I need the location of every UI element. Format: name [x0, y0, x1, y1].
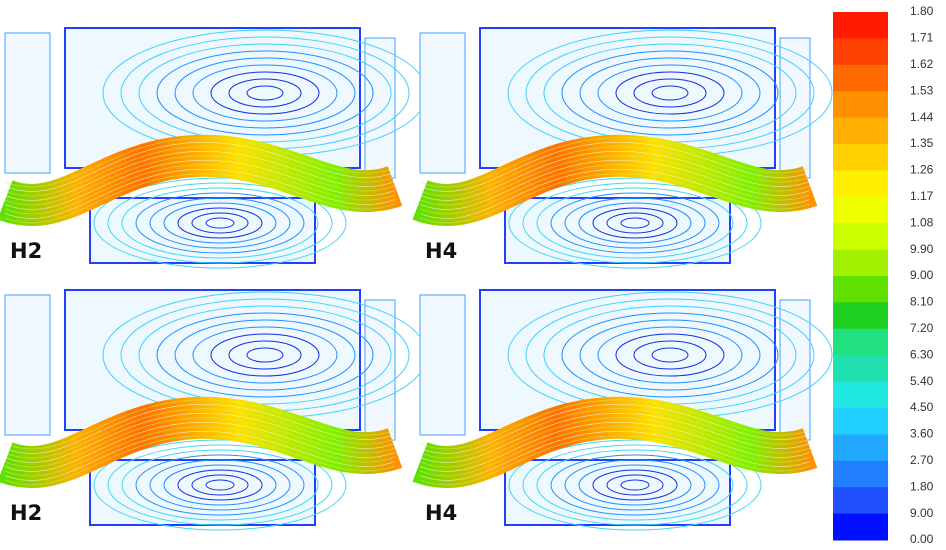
colorbar-label: 1.35	[910, 136, 934, 150]
colorbar-segment	[833, 12, 888, 39]
colorbar-label: 1.62	[910, 57, 934, 71]
colorbar-label: 1.26	[910, 163, 934, 177]
colorbar-label: 7.20	[910, 321, 934, 335]
colorbar-segment	[833, 408, 888, 435]
colorbar-label: 0.00	[910, 532, 934, 546]
figure: H2 H4 H2 H4 1.80 1.71 1.62 1.53 1.44 1.35 1.26 1.17…	[0, 0, 946, 550]
streamline-panel: H2	[5, 290, 427, 530]
colorbar-label: 9.90	[910, 242, 934, 256]
colorbar-segment	[833, 144, 888, 171]
colorbar-label: 9.00	[910, 506, 934, 520]
colorbar-segment	[833, 91, 888, 118]
side-cell	[5, 295, 50, 435]
colorbar-segment	[833, 382, 888, 409]
colorbar-label: 4.50	[910, 400, 934, 414]
colorbar-segment	[833, 276, 888, 303]
side-cell	[420, 33, 465, 173]
streamline-panel: H4	[420, 290, 832, 530]
panel-label: H2	[10, 501, 42, 525]
colorbar-segment	[833, 487, 888, 514]
colorbar-label: 5.40	[910, 374, 934, 388]
colorbar-segment	[833, 434, 888, 461]
streamline-panel: H4	[420, 28, 832, 268]
colorbar-segment	[833, 355, 888, 382]
side-cell	[420, 295, 465, 435]
streamline-panel: H2	[5, 28, 427, 268]
colorbar-label: 8.10	[910, 295, 934, 309]
colorbar-label: 1.44	[910, 110, 934, 124]
side-cell	[5, 33, 50, 173]
panel-label: H2	[10, 239, 42, 263]
colorbar-segment	[833, 329, 888, 356]
colorbar-segment	[833, 250, 888, 277]
colorbar-label: 1.71	[910, 31, 934, 45]
colorbar-label: 1.80	[910, 479, 934, 493]
colorbar-label: 1.08	[910, 215, 934, 229]
colorbar-label: 1.53	[910, 83, 934, 97]
colorbar-segment	[833, 118, 888, 145]
colorbar-segment	[833, 38, 888, 65]
colorbar-segment	[833, 302, 888, 329]
colorbar-segment	[833, 223, 888, 250]
colorbar-label: 1.17	[910, 189, 934, 203]
colorbar-segment	[833, 170, 888, 197]
panel-label: H4	[425, 501, 457, 525]
panel-label: H4	[425, 239, 457, 263]
colorbar-segment	[833, 514, 888, 541]
colorbar-label: 1.80	[910, 4, 934, 18]
colorbar-label: 9.00	[910, 268, 934, 282]
colorbar-segment	[833, 461, 888, 488]
colorbar-segment	[833, 65, 888, 92]
colorbar-label: 6.30	[910, 347, 934, 361]
colorbar-label: 2.70	[910, 453, 934, 467]
colorbar-segment	[833, 197, 888, 224]
colorbar-label: 3.60	[910, 427, 934, 441]
